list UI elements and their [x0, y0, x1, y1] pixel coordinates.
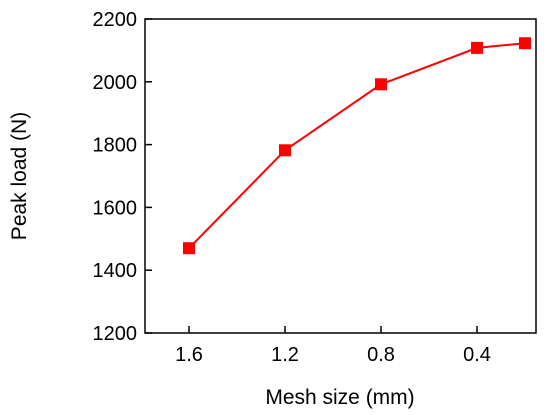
series-line: [188, 42, 526, 249]
x-tick-label: 1.2: [271, 344, 299, 366]
plot-frame: [144, 18, 537, 334]
y-tick-label: 2000: [93, 72, 138, 94]
x-axis: 1.6 1.2 0.8 0.4: [175, 326, 491, 366]
y-tick-label: 1600: [93, 197, 138, 219]
data-point-marker: [183, 242, 195, 255]
data-point-marker: [279, 144, 291, 157]
y-axis-title: Peak load (N): [8, 112, 31, 240]
y-axis: 1200 1400 1600 1800 2000 2200: [93, 9, 152, 345]
data-point-marker: [519, 37, 531, 50]
x-axis-title: Mesh size (mm): [265, 386, 414, 409]
data-point-marker: [375, 78, 387, 91]
x-tick-label: 1.6: [175, 344, 203, 366]
y-tick-label: 1200: [93, 323, 138, 345]
x-tick-label: 0.8: [367, 344, 395, 366]
y-tick-label: 1400: [93, 260, 138, 282]
y-tick-label: 1800: [93, 135, 138, 157]
series-layer: [183, 37, 531, 255]
data-point-marker: [471, 41, 483, 54]
x-tick-label: 0.4: [463, 344, 491, 366]
y-tick-label: 2200: [93, 9, 138, 31]
